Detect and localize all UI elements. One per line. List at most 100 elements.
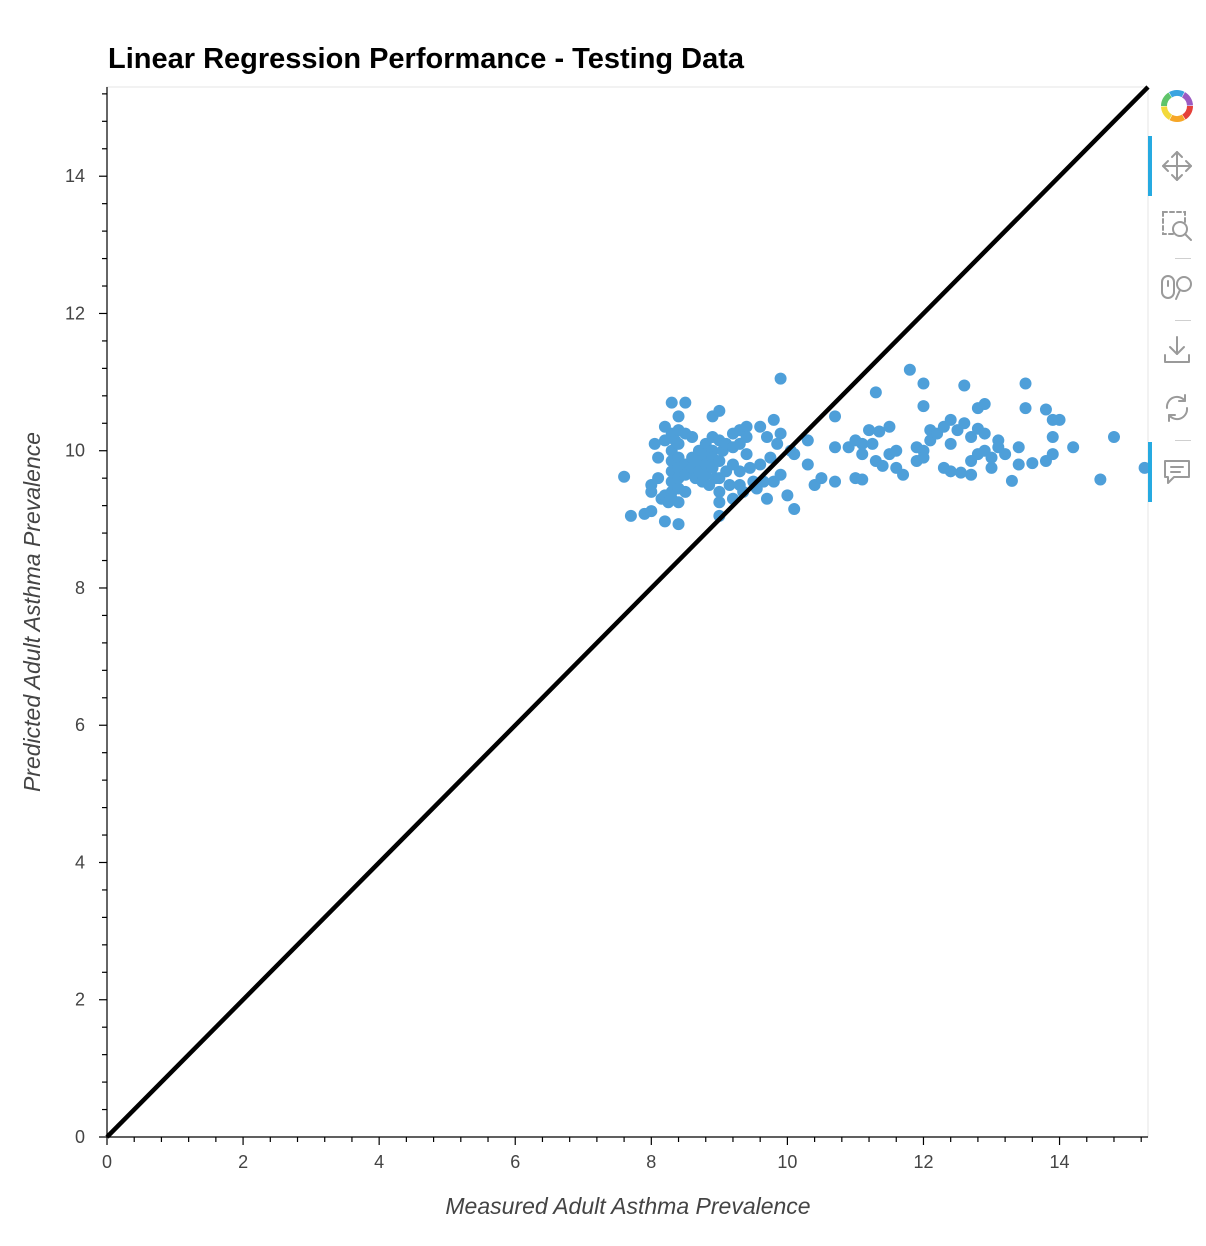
scatter-point[interactable] bbox=[1012, 441, 1025, 454]
scatter-point[interactable] bbox=[672, 410, 685, 423]
scatter-point[interactable] bbox=[760, 431, 773, 443]
reset-tool-icon[interactable] bbox=[1148, 386, 1206, 430]
scatter-point[interactable] bbox=[897, 468, 910, 481]
scatter-point[interactable] bbox=[713, 404, 726, 417]
y-axis-ticks: 0 2 4 6 8 10 12 14 bbox=[65, 93, 107, 1147]
x-tick-label: 10 bbox=[777, 1152, 797, 1172]
wheel-zoom-tool-icon[interactable] bbox=[1148, 266, 1206, 310]
scatter-point[interactable] bbox=[890, 444, 903, 457]
scatter-point[interactable] bbox=[917, 451, 930, 464]
scatter-point[interactable] bbox=[876, 459, 889, 472]
scatter-point[interactable] bbox=[767, 413, 780, 426]
hover-tool-icon[interactable] bbox=[1148, 450, 1206, 494]
scatter-point[interactable] bbox=[672, 518, 685, 531]
scatter-point[interactable] bbox=[1107, 431, 1120, 443]
scatter-point[interactable] bbox=[856, 437, 869, 450]
scatter-point[interactable] bbox=[760, 492, 773, 505]
scatter-point[interactable] bbox=[1019, 377, 1032, 390]
scatter-point[interactable] bbox=[781, 489, 794, 502]
scatter-point[interactable] bbox=[863, 424, 876, 437]
box-zoom-tool-icon[interactable] bbox=[1148, 204, 1206, 248]
scatter-point[interactable] bbox=[1046, 448, 1059, 461]
scatter-point[interactable] bbox=[856, 473, 869, 486]
scatter-point[interactable] bbox=[754, 420, 767, 433]
scatter-point[interactable] bbox=[985, 451, 998, 464]
scatter-point[interactable] bbox=[869, 386, 882, 399]
scatter-point[interactable] bbox=[740, 448, 753, 461]
scatter-point[interactable] bbox=[1039, 403, 1052, 416]
scatter-point[interactable] bbox=[1046, 431, 1059, 443]
y-tick-label: 2 bbox=[75, 990, 85, 1010]
scatter-point[interactable] bbox=[648, 437, 661, 450]
scatter-point[interactable] bbox=[978, 398, 991, 411]
scatter-point[interactable] bbox=[672, 496, 685, 509]
x-tick-label: 14 bbox=[1050, 1152, 1070, 1172]
scatter-point[interactable] bbox=[652, 451, 665, 464]
scatter-point[interactable] bbox=[965, 431, 978, 443]
scatter-point[interactable] bbox=[774, 468, 787, 481]
scatter-point[interactable] bbox=[958, 379, 971, 392]
y-tick-label: 10 bbox=[65, 441, 85, 461]
scatter-point[interactable] bbox=[645, 505, 658, 518]
scatter-point[interactable] bbox=[801, 434, 814, 447]
scatter-point[interactable] bbox=[944, 465, 957, 478]
scatter-point[interactable] bbox=[672, 437, 685, 450]
scatter-point[interactable] bbox=[801, 458, 814, 471]
scatter-point[interactable] bbox=[829, 441, 842, 454]
scatter-point[interactable] bbox=[723, 479, 736, 492]
scatter-point[interactable] bbox=[985, 461, 998, 474]
scatter-point[interactable] bbox=[866, 437, 879, 450]
scatter-point[interactable] bbox=[733, 465, 746, 478]
scatter-point[interactable] bbox=[652, 472, 665, 485]
scatter-point[interactable] bbox=[944, 413, 957, 426]
scatter-point[interactable] bbox=[883, 420, 896, 433]
pan-tool-icon[interactable] bbox=[1148, 144, 1206, 188]
scatter-point[interactable] bbox=[754, 458, 767, 471]
scatter-point[interactable] bbox=[1019, 402, 1032, 415]
scatter-point[interactable] bbox=[873, 425, 886, 438]
scatter-point[interactable] bbox=[1012, 458, 1025, 471]
scatter-point[interactable] bbox=[788, 503, 801, 516]
scatter-point[interactable] bbox=[774, 427, 787, 440]
scatter-point[interactable] bbox=[829, 475, 842, 488]
scatter-point[interactable] bbox=[958, 417, 971, 430]
scatter-point[interactable] bbox=[774, 372, 787, 385]
scatter-point[interactable] bbox=[618, 470, 631, 483]
scatter-point[interactable] bbox=[679, 396, 692, 409]
scatter-point[interactable] bbox=[740, 420, 753, 433]
scatter-point[interactable] bbox=[917, 377, 930, 390]
scatter-point[interactable] bbox=[1026, 457, 1039, 470]
scatter-point[interactable] bbox=[954, 466, 967, 479]
scatter-point[interactable] bbox=[1138, 461, 1151, 474]
scatter-point[interactable] bbox=[743, 461, 756, 474]
scatter-point[interactable] bbox=[829, 410, 842, 423]
scatter-point[interactable] bbox=[1094, 473, 1107, 486]
scatter-point[interactable] bbox=[658, 515, 671, 528]
scatter-point[interactable] bbox=[1053, 413, 1066, 426]
scatter-point[interactable] bbox=[713, 485, 726, 498]
scatter-point[interactable] bbox=[856, 448, 869, 461]
scatter-point[interactable] bbox=[999, 448, 1012, 461]
scatter-point[interactable] bbox=[624, 509, 637, 522]
scatter-point[interactable] bbox=[917, 400, 930, 413]
scatter-point[interactable] bbox=[944, 437, 957, 450]
scatter-point[interactable] bbox=[1005, 474, 1018, 487]
scatter-point[interactable] bbox=[764, 451, 777, 464]
scatter-point[interactable] bbox=[686, 431, 699, 443]
scatter-point[interactable] bbox=[903, 363, 916, 376]
save-tool-icon[interactable] bbox=[1148, 328, 1206, 372]
scatter-point[interactable] bbox=[965, 468, 978, 481]
scatter-point[interactable] bbox=[771, 437, 784, 450]
scatter-point[interactable] bbox=[713, 496, 726, 509]
scatter-point[interactable] bbox=[679, 485, 692, 498]
scatter-point[interactable] bbox=[713, 455, 726, 468]
scatter-point[interactable] bbox=[665, 396, 678, 409]
scatter-point[interactable] bbox=[788, 448, 801, 461]
bokeh-logo-icon[interactable] bbox=[1148, 84, 1206, 128]
scatter-point[interactable] bbox=[978, 427, 991, 440]
scatter-point[interactable] bbox=[1067, 441, 1080, 454]
scatter-point[interactable] bbox=[740, 431, 753, 443]
chart-title: Linear Regression Performance - Testing … bbox=[108, 43, 745, 75]
scatter-point[interactable] bbox=[815, 472, 828, 485]
